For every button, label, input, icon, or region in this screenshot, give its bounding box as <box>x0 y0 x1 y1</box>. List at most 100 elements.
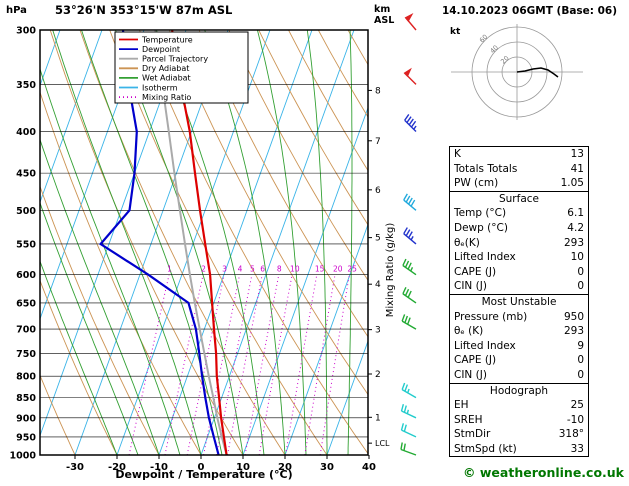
lcl-label: LCL <box>375 439 390 448</box>
index-value: 13 <box>570 148 584 160</box>
plot-border <box>39 29 369 456</box>
temp-tick-label: 10 <box>236 462 250 473</box>
pressure-tick-label: 450 <box>16 169 36 180</box>
index-value: 0 <box>577 265 584 278</box>
speed-ring <box>486 41 548 103</box>
mixing-ratio-value-label: 5 <box>250 265 255 274</box>
pressure-tick-label: 350 <box>16 80 36 91</box>
index-row: Lifted Index 9 <box>450 339 589 354</box>
index-value: 4.2 <box>567 221 584 234</box>
legend-label: Isotherm <box>142 83 178 92</box>
index-label: CAPE (J) <box>454 265 497 278</box>
wet-adiabat-line <box>256 30 307 455</box>
skewt-diagram: 1 2 3 4 5 6 8 10 15 20 253003504004505005506006507… <box>6 3 434 481</box>
index-label: Dewp (°C) <box>454 221 508 234</box>
wind-barb <box>404 114 417 133</box>
index-label: SREH <box>454 413 483 426</box>
mixing-ratio-line <box>304 274 336 455</box>
index-value: 293 <box>563 325 584 338</box>
pressure-tick-label: 300 <box>16 26 36 37</box>
index-row: Totals Totals 41 <box>450 162 589 177</box>
run-date-title: 14.10.2023 06GMT (Base: 06) <box>441 5 618 17</box>
index-row: SREH -10 <box>450 413 589 428</box>
km-tick-label: 3 <box>375 326 381 336</box>
km-axis-title: ASL <box>374 15 394 26</box>
legend-label: Temperature <box>141 35 193 44</box>
dry-adiabat-line <box>40 374 76 455</box>
wind-barb <box>404 13 417 31</box>
km-tick-label: 5 <box>375 234 381 244</box>
section-header-row: Surface <box>449 190 589 207</box>
speed-ring <box>471 26 563 118</box>
pressure-tick-label: 400 <box>16 127 36 138</box>
x-axis-title: Dewpoint / Temperature (°C) <box>115 468 292 481</box>
km-tick-label: 2 <box>375 370 381 380</box>
legend-label: Dewpoint <box>142 45 180 54</box>
profiles <box>98 30 228 455</box>
index-row: Pressure (mb) 950 <box>450 310 589 325</box>
index-row: CIN (J) 0 <box>450 279 589 294</box>
km-tick-label: 8 <box>375 86 381 96</box>
index-row: EH 25 <box>450 398 589 413</box>
wind-barb <box>402 287 417 304</box>
mixing-ratio-axis-title: Mixing Ratio (g/kg) <box>385 223 396 318</box>
index-value: 950 <box>563 310 584 323</box>
temp-tick-label: 20 <box>278 462 292 473</box>
temp-tick-label: -20 <box>108 462 126 473</box>
speed-ring-label: 20 <box>499 54 511 66</box>
mixing-ratio-value-label: 1 <box>167 265 172 274</box>
pressure-tick-label: 500 <box>16 206 36 217</box>
index-row: StmSpd (kt) 33 <box>450 442 589 457</box>
index-row: CAPE (J) 0 <box>450 353 589 368</box>
index-value: 0 <box>577 354 584 367</box>
speed-ring-label: 40 <box>489 44 501 56</box>
wind-barb <box>403 67 417 85</box>
km-axis-title: km <box>374 4 390 15</box>
section-header: Surface <box>449 190 589 207</box>
pressure-tick-label: 800 <box>16 372 36 383</box>
index-value: 293 <box>563 236 584 249</box>
index-label: θₑ(K) <box>454 236 480 249</box>
isotherm-line <box>284 223 368 455</box>
index-value: 0 <box>577 280 584 293</box>
index-label: K <box>454 148 461 160</box>
index-row: θₑ (K) 293 <box>450 324 589 339</box>
index-value: 10 <box>570 251 584 264</box>
index-value: 318° <box>558 428 584 441</box>
speed-ring-label: 60 <box>478 33 490 45</box>
index-value: 1.05 <box>560 177 584 190</box>
dry-adiabat-line <box>408 30 434 455</box>
temp-tick-label: 30 <box>320 462 334 473</box>
pressure-tick-label: 900 <box>16 413 36 424</box>
temperature-curve <box>171 30 228 455</box>
dry-adiabat-line <box>228 30 368 282</box>
section-header: Most Unstable <box>449 293 589 310</box>
index-label: CIN (J) <box>454 280 487 293</box>
index-row: K 13 <box>450 147 589 162</box>
copyright-note: © weatheronline.co.uk <box>463 465 624 480</box>
dewpoint-curve <box>98 30 220 455</box>
mixing-ratio-value-label: 4 <box>238 265 243 274</box>
index-row: CAPE (J) 0 <box>450 265 589 280</box>
index-label: EH <box>454 399 469 412</box>
km-tick-label: 7 <box>375 137 381 147</box>
index-row: CIN (J) 0 <box>450 368 589 383</box>
index-row: PW (cm) 1.05 <box>450 176 589 191</box>
index-label: Lifted Index <box>454 251 516 264</box>
index-value: 25 <box>570 399 584 412</box>
km-tick-label: 1 <box>375 413 381 423</box>
temp-tick-label: -10 <box>150 462 168 473</box>
index-label: Lifted Index <box>454 339 516 352</box>
index-label: CAPE (J) <box>454 354 497 367</box>
legend-label: Mixing Ratio <box>142 93 191 102</box>
legend-label: Parcel Trajectory <box>142 55 208 64</box>
wind-barb <box>400 442 417 456</box>
index-label: θₑ (K) <box>454 325 484 338</box>
index-label: StmSpd (kt) <box>454 442 517 455</box>
parcel-trajectory-curve <box>154 30 228 455</box>
mixing-ratio-line <box>164 274 204 455</box>
wind-barb <box>401 382 417 399</box>
index-row: θₑ(K) 293 <box>450 236 589 251</box>
temp-tick-label: 0 <box>198 462 205 473</box>
